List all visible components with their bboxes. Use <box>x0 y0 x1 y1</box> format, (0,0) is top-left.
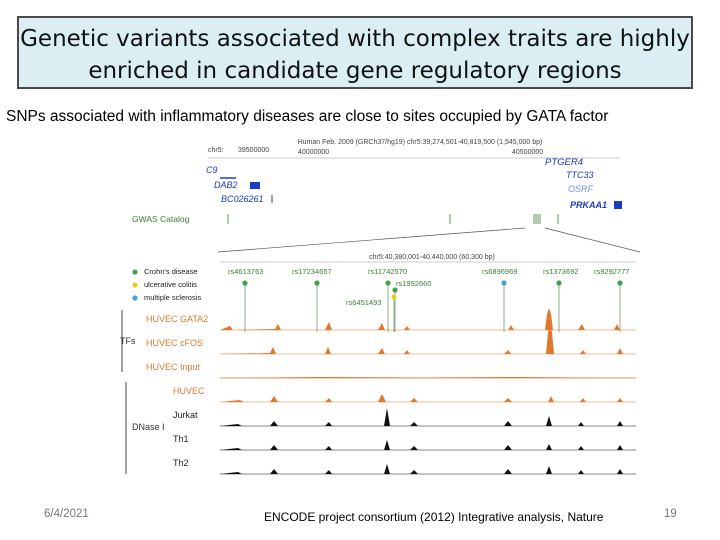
signal-track-huvec-dnase <box>220 394 636 403</box>
gwas-label: GWAS Catalog <box>132 214 190 224</box>
gwas-ticks <box>227 214 559 224</box>
snp-label-rs9292777: rs9292777 <box>594 267 629 276</box>
gene-prkaa1-bar <box>614 201 622 209</box>
gene-ttc33: TTC33 <box>566 170 594 180</box>
slide-citation: ENCODE project consortium (2012) Integra… <box>264 510 604 524</box>
snp-dot-rs17234657 <box>314 280 320 286</box>
signal-track-gata2 <box>220 308 636 331</box>
genome-browser-figure: Human Feb. 2009 (GRCh37/hg19) chr5:39,27… <box>120 139 640 475</box>
legend-uc: ulcerative colitis <box>144 280 197 289</box>
tick-label-1: 39500000 <box>238 147 269 154</box>
track-label-cfos: HUVEC cFOS <box>146 338 203 348</box>
snp-label-rs6451493: rs6451493 <box>346 298 381 307</box>
slide-page-number: 19 <box>664 508 677 520</box>
signal-track-input <box>220 377 636 379</box>
track-label-gata2: HUVEC GATA2 <box>146 314 208 324</box>
track-label-th1: Th1 <box>173 434 189 444</box>
snp-label-rs1373692: rs1373692 <box>543 267 578 276</box>
title-line-2: enriched in candidate gene regulatory re… <box>88 58 622 84</box>
group-label-tfs: TFs <box>120 336 136 346</box>
signal-track-th1 <box>220 440 636 451</box>
zoom-line-right <box>544 227 640 253</box>
snp-label-rs11742570: rs11742570 <box>368 267 407 276</box>
track-label-input: HUVEC Input <box>146 362 201 372</box>
snp-dot-rs11742570 <box>385 280 391 286</box>
tick-label-2: 40000000 <box>298 149 329 156</box>
snp-dot-rs1992660 <box>392 287 398 293</box>
signal-track-th2 <box>220 464 636 475</box>
slide-date: 6/4/2021 <box>44 508 89 520</box>
legend-dot-uc <box>132 282 138 288</box>
snp-dot-rs6896969 <box>501 280 507 286</box>
zoom-header: chr5:40,380,001-40,440,000 (60,300 bp) <box>369 254 495 261</box>
slide-subtitle: SNPs associated with inflammatory diseas… <box>6 108 609 125</box>
gene-dab2: DAB2 <box>214 180 238 190</box>
gene-dab2-bar <box>250 182 260 189</box>
legend-ms: multiple sclerosis <box>144 293 201 302</box>
track-label-jurkat: Jurkat <box>173 410 198 420</box>
signal-track-cfos <box>220 328 636 355</box>
gene-ptger4: PTGER4 <box>545 157 583 168</box>
zoom-line-left <box>217 227 526 253</box>
legend-dot-ms <box>132 295 138 301</box>
slide-title: Genetic variants associated with complex… <box>17 16 693 89</box>
snp-label-rs6896969: rs6896969 <box>482 267 517 276</box>
snp-dot-rs1373692 <box>556 280 562 286</box>
snp-label-rs1992660: rs1992660 <box>396 279 431 288</box>
tick-label-3: 40500000 <box>512 149 543 156</box>
gene-osrf: OSRF <box>568 184 594 194</box>
gene-prkaa1: PRKAA1 <box>570 200 607 210</box>
title-line-1: Genetic variants associated with complex… <box>20 26 690 52</box>
snp-dot-rs9292777 <box>617 280 623 286</box>
snp-dot-rs4613763 <box>242 280 248 286</box>
chrom-label: chr5: <box>208 147 224 154</box>
track-label-th2: Th2 <box>173 458 189 468</box>
gene-c9: C9 <box>206 165 218 175</box>
gene-bc026261: BC026261 <box>221 194 264 204</box>
snp-label-rs4613763: rs4613763 <box>228 267 263 276</box>
signal-track-jurkat <box>220 408 636 427</box>
legend-crohns: Crohn's disease <box>144 267 198 276</box>
track-label-huvec-dnase: HUVEC <box>173 386 205 396</box>
snp-label-rs17234657: rs17234657 <box>292 267 332 276</box>
genome-header: Human Feb. 2009 (GRCh37/hg19) chr5:39,27… <box>298 139 543 146</box>
legend-dot-crohns <box>132 269 138 275</box>
snp-dot-rs6451493 <box>391 294 397 300</box>
group-label-dnase: DNase I <box>132 422 165 432</box>
